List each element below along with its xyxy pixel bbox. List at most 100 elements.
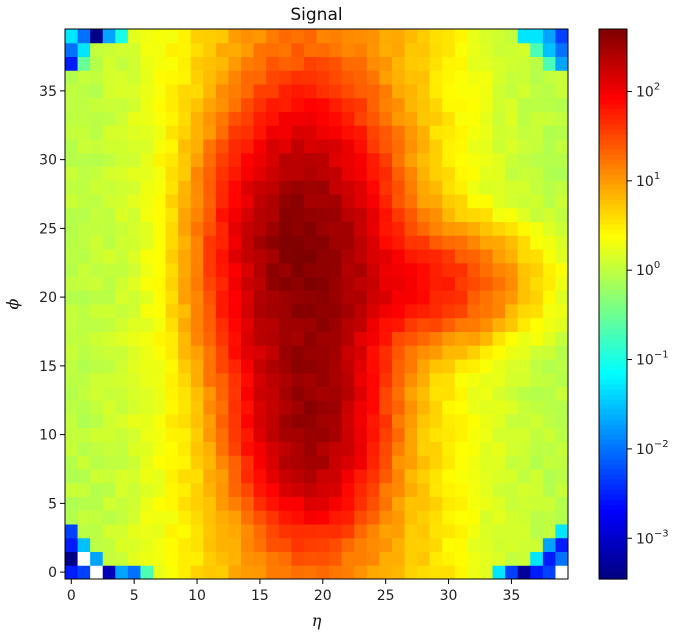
heatmap-cell (215, 29, 229, 44)
heatmap-cell (127, 400, 141, 415)
heatmap-cell (454, 414, 468, 429)
heatmap-cell (190, 207, 204, 222)
heatmap-cell (203, 537, 217, 552)
heatmap-cell (467, 276, 481, 291)
heatmap-cell (517, 84, 531, 99)
heatmap-cell (77, 207, 91, 222)
heatmap-cell (316, 56, 330, 71)
heatmap-cell (379, 56, 393, 71)
heatmap-cell (253, 304, 267, 319)
heatmap-cell (505, 551, 519, 566)
heatmap-cell (505, 180, 519, 195)
colorbar-segment (599, 434, 627, 440)
heatmap-cell (429, 56, 443, 71)
heatmap-cell (316, 111, 330, 126)
heatmap-cell (467, 510, 481, 525)
heatmap-cell (454, 97, 468, 112)
heatmap-cell (341, 510, 355, 525)
heatmap-cell (366, 386, 380, 401)
heatmap-cell (90, 166, 104, 181)
heatmap-cell (429, 125, 443, 140)
heatmap-cell (454, 56, 468, 71)
heatmap-cell (253, 221, 267, 236)
heatmap-cell (127, 166, 141, 181)
heatmap-cell (291, 304, 305, 319)
heatmap-cell (555, 565, 569, 580)
heatmap-cell (65, 317, 79, 332)
heatmap-cell (479, 510, 494, 525)
heatmap-cell (291, 180, 305, 195)
heatmap-cell (442, 372, 456, 387)
heatmap-cell (329, 97, 343, 112)
heatmap-cell (555, 207, 569, 222)
heatmap-cell (190, 414, 204, 429)
heatmap-cell (454, 180, 468, 195)
heatmap-cell (329, 496, 343, 511)
heatmap-cell (278, 290, 292, 305)
heatmap-cell (366, 97, 380, 112)
heatmap-cell (479, 97, 494, 112)
heatmap-cell (102, 194, 116, 209)
heatmap-cell (190, 42, 204, 57)
heatmap-cell (454, 455, 468, 470)
heatmap-cell (391, 427, 406, 442)
heatmap-cell (479, 304, 494, 319)
heatmap-cell (417, 42, 431, 57)
heatmap-cell (442, 235, 456, 250)
heatmap-cell (555, 139, 569, 154)
heatmap-cell (454, 400, 468, 415)
heatmap-cell (341, 221, 355, 236)
heatmap-cell (404, 180, 418, 195)
heatmap-cell (517, 414, 531, 429)
heatmap-cell (417, 180, 431, 195)
heatmap-cell (404, 510, 418, 525)
heatmap-cell (366, 537, 380, 552)
heatmap-cell (291, 276, 305, 291)
heatmap-cell (479, 249, 494, 264)
plot-frame (64, 28, 569, 580)
heatmap-cell (391, 276, 406, 291)
colorbar-segment (599, 114, 627, 120)
heatmap-cell (266, 194, 280, 209)
heatmap-cell (215, 180, 229, 195)
heatmap-cell (90, 194, 104, 209)
heatmap-cell (417, 166, 431, 181)
heatmap-cell (354, 166, 368, 181)
heatmap-cell (215, 359, 229, 374)
heatmap-cell (530, 249, 544, 264)
heatmap-cell (215, 482, 229, 497)
heatmap-cell (90, 276, 104, 291)
heatmap-cell (517, 427, 531, 442)
heatmap-cell (442, 70, 456, 85)
heatmap-cell (442, 551, 456, 566)
heatmap-cell (366, 194, 380, 209)
y-tick-label: 30 (39, 153, 57, 169)
heatmap-cell (90, 400, 104, 415)
heatmap-cell (153, 166, 167, 181)
colorbar-segment (599, 79, 627, 85)
heatmap-cell (140, 97, 154, 112)
heatmap-cell (278, 441, 292, 456)
heatmap-cell (505, 111, 519, 126)
heatmap-cell (442, 441, 456, 456)
heatmap-cell (190, 276, 204, 291)
heatmap-cell (492, 262, 506, 277)
heatmap-cell (542, 510, 556, 525)
heatmap-cell (228, 496, 242, 511)
heatmap-cell (190, 345, 204, 360)
colorbar-segment (599, 74, 627, 80)
heatmap-cell (479, 276, 494, 291)
colorbar-segment (599, 379, 627, 385)
heatmap-cell (303, 42, 317, 57)
heatmap-cell (517, 207, 531, 222)
heatmap-cell (115, 441, 129, 456)
heatmap-cell (417, 565, 431, 580)
heatmap-cell (354, 427, 368, 442)
heatmap-cell (542, 194, 556, 209)
heatmap-cell (203, 359, 217, 374)
heatmap-cell (505, 42, 519, 57)
heatmap-cell (404, 565, 418, 580)
heatmap-cell (77, 331, 91, 346)
heatmap-cell (228, 276, 242, 291)
heatmap-cell (391, 111, 406, 126)
